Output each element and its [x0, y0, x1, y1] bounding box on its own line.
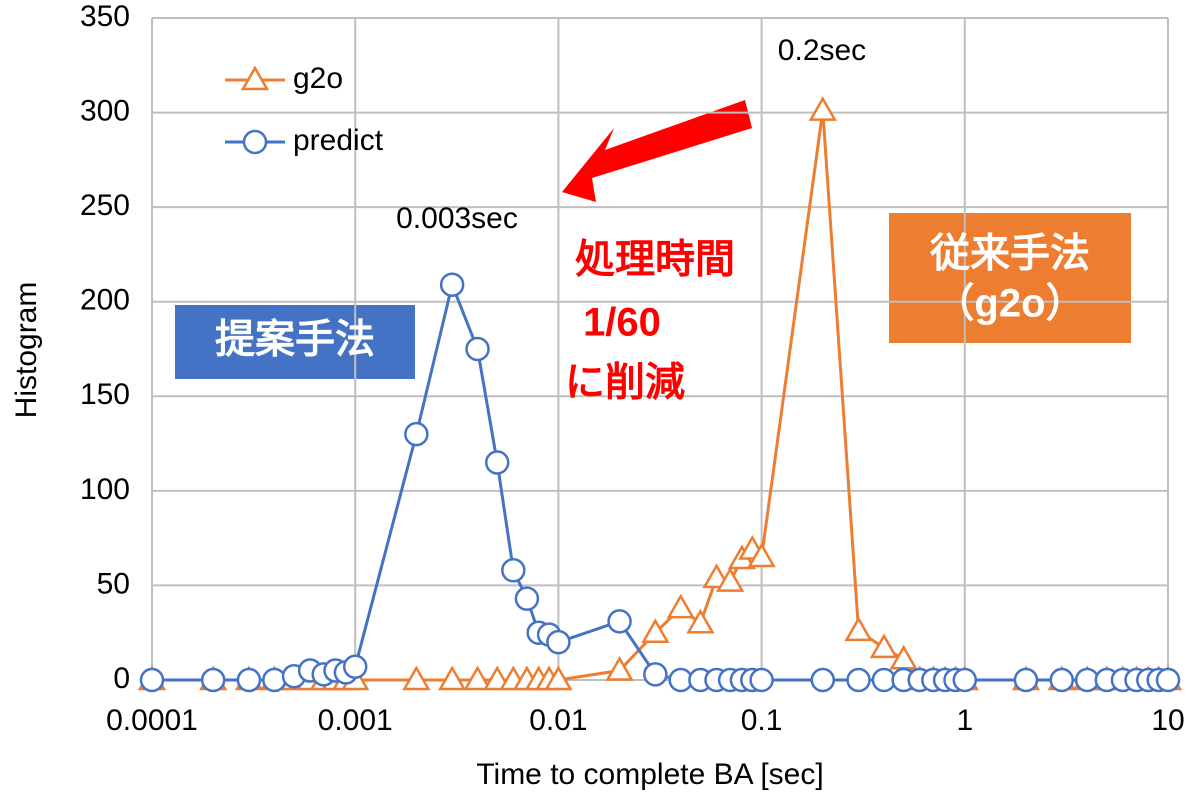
legend-marker [242, 129, 268, 155]
marker [869, 633, 899, 659]
annotation: に削減 [565, 361, 685, 405]
annotation: 処理時間 [575, 238, 735, 282]
marker [514, 586, 540, 611]
y-tick-label: 350 [80, 0, 130, 33]
marker [844, 616, 873, 642]
annotation: 0.2sec [778, 34, 866, 67]
marker [846, 667, 871, 693]
annotation: （g2o） [934, 282, 1085, 326]
marker [465, 336, 490, 362]
y-tick-label: 300 [80, 94, 130, 127]
legend-label: predict [293, 124, 384, 157]
x-tick-label: 10 [1151, 704, 1184, 737]
x-tick-label: 0.001 [318, 704, 393, 737]
marker [439, 272, 465, 297]
marker [544, 665, 573, 691]
marker [747, 542, 776, 568]
y-tick-label: 150 [80, 378, 130, 411]
legend-marker [240, 65, 270, 91]
marker [200, 667, 226, 693]
marker [605, 656, 634, 681]
x-tick-label: 0.01 [529, 704, 587, 737]
y-tick-label: 100 [80, 473, 130, 506]
y-axis-label: Histogram [10, 282, 43, 419]
marker [808, 96, 837, 121]
y-tick-label: 250 [80, 189, 130, 222]
marker [715, 567, 745, 592]
marker [437, 665, 467, 691]
marker [666, 593, 695, 619]
marker [484, 450, 510, 475]
y-tick-label: 200 [80, 284, 130, 317]
legend-label: g2o [293, 62, 343, 95]
marker [749, 667, 774, 693]
y-tick-label: 50 [97, 567, 130, 600]
marker [1049, 667, 1075, 693]
marker [404, 421, 429, 447]
marker [262, 667, 287, 693]
arrow [562, 100, 752, 202]
marker [1155, 667, 1181, 693]
marker [501, 558, 526, 583]
marker [643, 662, 668, 687]
annotation: 0.003sec [396, 202, 518, 235]
marker [139, 667, 165, 693]
marker [686, 608, 715, 634]
x-tick-label: 1 [956, 704, 973, 737]
annotation: 提案手法 [215, 318, 375, 362]
marker [546, 629, 571, 655]
x-tick-label: 0.1 [741, 704, 783, 737]
method-box [175, 305, 415, 379]
marker [463, 665, 492, 691]
x-axis-label: Time to complete BA [sec] [476, 758, 823, 791]
x-tick-label: 0.0001 [106, 704, 198, 737]
marker [402, 665, 431, 691]
baseline-box [889, 213, 1131, 343]
marker [641, 618, 670, 643]
marker [236, 667, 262, 693]
y-tick-label: 0 [113, 662, 130, 695]
annotation: 従来手法 [929, 232, 1090, 276]
marker [607, 609, 632, 634]
annotation: 1/60 [583, 301, 661, 345]
marker [952, 667, 978, 693]
marker [1013, 667, 1039, 693]
marker [342, 654, 368, 680]
marker [810, 667, 836, 693]
